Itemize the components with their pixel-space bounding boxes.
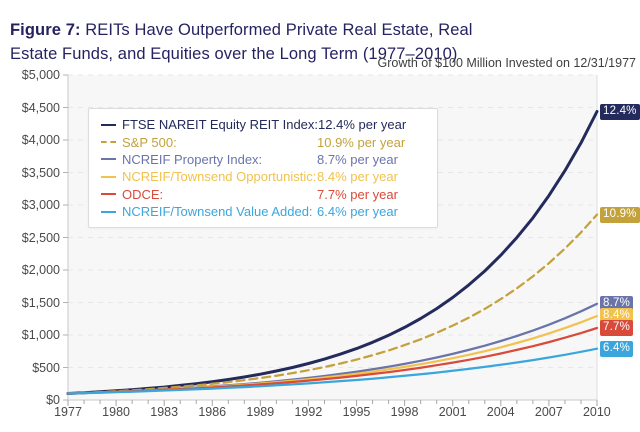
end-value-badge-sp500: 10.9% — [600, 206, 640, 223]
series-line-5 — [66, 347, 599, 395]
x-tick-label: 1986 — [198, 405, 227, 419]
x-tick-label: 2010 — [582, 405, 611, 419]
legend-value: 10.9% per year — [317, 134, 406, 150]
x-tick-label: 1983 — [150, 405, 179, 419]
legend-value: 8.4% per year — [317, 169, 398, 185]
end-value-badge-ncreif-property: 8.7% — [600, 295, 634, 312]
figure-title-line1: Figure 7: REITs Have Outperformed Privat… — [10, 18, 610, 42]
legend-label: NCREIF Property Index: — [122, 151, 263, 167]
series-line-4 — [66, 326, 599, 395]
legend-value: 6.4% per year — [317, 204, 398, 220]
chart-legend: FTSE NAREIT Equity REIT Index: 12.4% per… — [88, 108, 438, 229]
y-tick-label: $1,500 — [21, 295, 60, 310]
x-axis-labels: 1977 1980 1983 1986 1989 1992 1995 1998 … — [46, 405, 619, 419]
line-swatch-icon — [101, 193, 116, 196]
x-tick-label: 1992 — [294, 405, 323, 419]
legend-item-sp500: S&P 500: 10.9% per year — [101, 133, 425, 150]
y-tick-label: $5,000 — [21, 68, 60, 82]
y-tick-label: $3,500 — [21, 165, 60, 180]
legend-item-townsend-value-added: NCREIF/Townsend Value Added: 6.4% per ye… — [101, 203, 425, 220]
legend-item-ncreif-property: NCREIF Property Index: 8.7% per year — [101, 151, 425, 168]
x-tick-label: 2007 — [534, 405, 563, 419]
dashed-line-swatch-icon — [101, 141, 116, 144]
y-tick-label: $1,000 — [21, 328, 60, 342]
line-swatch-icon — [101, 158, 116, 161]
y-tick-label: $4,000 — [21, 133, 60, 147]
x-tick-label: 1977 — [54, 405, 82, 419]
legend-item-ftse-nareit: FTSE NAREIT Equity REIT Index: 12.4% per… — [101, 116, 425, 133]
figure-title-line2: Estate Funds, and Equities over the Long… — [10, 44, 458, 63]
line-swatch-icon — [101, 210, 116, 213]
series-line-0 — [66, 110, 599, 395]
legend-item-odce: ODCE: 7.7% per year — [101, 186, 425, 203]
x-tick-label: 1989 — [246, 405, 275, 419]
legend-label: NCREIF/Townsend Value Added: — [122, 204, 313, 220]
y-tick-label: $3,000 — [21, 198, 60, 212]
figure-title: Figure 7: REITs Have Outperformed Privat… — [10, 18, 610, 66]
legend-item-townsend-opportunistic: NCREIF/Townsend Opportunistic: 8.4% per … — [101, 168, 425, 185]
y-tick-label: $0 — [46, 393, 60, 407]
x-tick-label: 2004 — [486, 405, 515, 419]
end-value-badge-odce: 7.7% — [600, 319, 634, 336]
legend-label: S&P 500: — [122, 134, 177, 150]
legend-value: 8.7% per year — [317, 151, 398, 167]
x-tick-label: 2001 — [438, 405, 467, 419]
legend-label: ODCE: — [122, 186, 164, 202]
end-value-badge-townsend-value-added: 6.4% — [600, 340, 634, 357]
x-tick-label: 1998 — [390, 405, 419, 419]
end-value-badge-ftse-nareit: 12.4% — [600, 103, 640, 120]
y-tick-label: $4,500 — [21, 100, 60, 115]
figure-title-text: REITs Have Outperformed Private Real Est… — [80, 20, 473, 39]
legend-value: 7.7% per year — [317, 186, 398, 202]
figure-number: Figure 7: — [10, 20, 81, 39]
x-tick-label: 1980 — [102, 405, 130, 419]
y-tick-label: $2,500 — [21, 230, 60, 245]
x-tick-label: 1995 — [342, 405, 371, 419]
legend-label: NCREIF/Townsend Opportunistic: — [122, 169, 317, 185]
line-swatch-icon — [101, 123, 116, 126]
y-tick-label: $500 — [32, 360, 60, 375]
series-line-1 — [66, 213, 599, 395]
chart-subtitle: Growth of $100 Million Invested on 12/31… — [377, 56, 636, 70]
legend-value: 12.4% per year — [318, 117, 407, 133]
y-tick-label: $2,000 — [21, 263, 60, 277]
legend-label: FTSE NAREIT Equity REIT Index: — [122, 117, 319, 133]
line-swatch-icon — [101, 175, 116, 178]
y-axis-labels: $5,000 $4,500 $4,000 $3,500 $3,000 $2,50… — [0, 67, 60, 408]
